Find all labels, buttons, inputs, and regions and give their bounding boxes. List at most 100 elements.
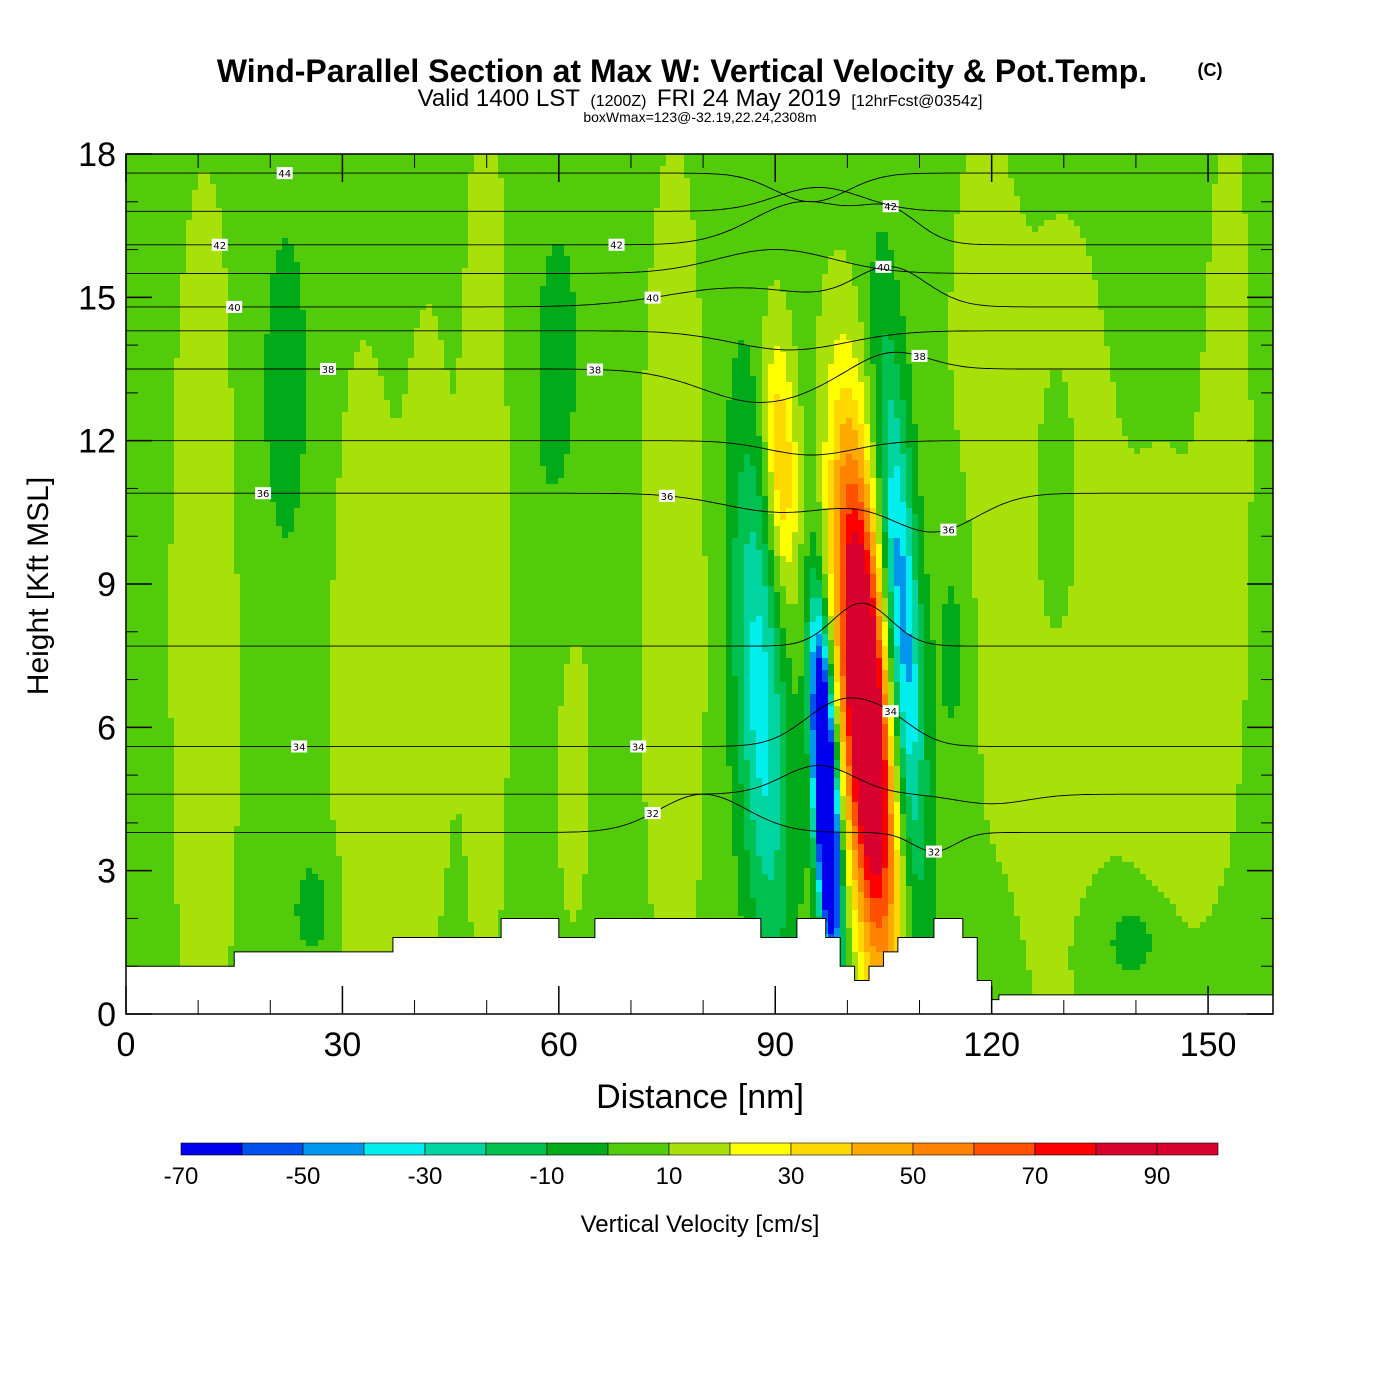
velocity-cell — [966, 202, 972, 208]
velocity-cell — [498, 160, 504, 166]
velocity-cell — [240, 244, 246, 250]
velocity-cell — [222, 298, 228, 304]
velocity-cell — [1098, 154, 1104, 160]
velocity-cell — [906, 184, 912, 190]
velocity-cell — [456, 262, 462, 268]
velocity-cell — [426, 238, 432, 244]
velocity-cell — [798, 184, 804, 190]
velocity-cell — [726, 298, 732, 304]
velocity-cell — [234, 172, 240, 178]
velocity-cell — [216, 298, 222, 304]
velocity-cell — [480, 178, 486, 184]
velocity-cell — [366, 160, 372, 166]
velocity-cell — [1038, 250, 1044, 256]
velocity-cell — [678, 160, 684, 166]
velocity-cell — [318, 172, 324, 178]
velocity-cell — [180, 268, 186, 274]
velocity-cell — [456, 280, 462, 286]
velocity-cell — [984, 166, 990, 172]
velocity-cell — [756, 274, 762, 280]
velocity-cell — [198, 178, 204, 184]
velocity-cell — [930, 238, 936, 244]
velocity-cell — [1002, 268, 1008, 274]
velocity-cell — [324, 160, 330, 166]
velocity-cell — [648, 154, 654, 160]
velocity-cell — [186, 262, 192, 268]
velocity-cell — [1026, 268, 1032, 274]
velocity-cell — [696, 220, 702, 226]
velocity-cell — [690, 154, 696, 160]
velocity-cell — [1002, 214, 1008, 220]
velocity-cell — [690, 268, 696, 274]
velocity-cell — [1248, 226, 1254, 232]
velocity-cell — [402, 274, 408, 280]
velocity-cell — [822, 190, 828, 196]
velocity-cell — [132, 256, 138, 262]
velocity-cell — [1044, 196, 1050, 202]
velocity-cell — [1110, 178, 1116, 184]
velocity-cell — [1098, 220, 1104, 226]
velocity-cell — [1224, 190, 1230, 196]
velocity-cell — [282, 280, 288, 286]
velocity-cell — [792, 190, 798, 196]
velocity-cell — [330, 184, 336, 190]
velocity-cell — [492, 238, 498, 244]
velocity-cell — [498, 238, 504, 244]
velocity-cell — [1206, 178, 1212, 184]
velocity-cell — [498, 178, 504, 184]
velocity-cell — [384, 292, 390, 298]
velocity-cell — [1164, 202, 1170, 208]
velocity-cell — [300, 238, 306, 244]
velocity-cell — [510, 292, 516, 298]
velocity-cell — [252, 262, 258, 268]
velocity-cell — [1152, 214, 1158, 220]
velocity-cell — [252, 292, 258, 298]
velocity-cell — [312, 238, 318, 244]
velocity-cell — [930, 232, 936, 238]
velocity-cell — [972, 256, 978, 262]
velocity-cell — [984, 154, 990, 160]
velocity-cell — [366, 298, 372, 304]
velocity-cell — [1122, 256, 1128, 262]
velocity-cell — [1020, 298, 1026, 304]
velocity-cell — [552, 298, 558, 304]
velocity-cell — [318, 274, 324, 280]
velocity-cell — [252, 238, 258, 244]
velocity-cell — [432, 232, 438, 238]
velocity-cell — [576, 280, 582, 286]
velocity-cell — [210, 232, 216, 238]
velocity-cell — [804, 232, 810, 238]
velocity-cell — [1110, 226, 1116, 232]
velocity-cell — [180, 196, 186, 202]
velocity-cell — [780, 274, 786, 280]
velocity-cell — [462, 184, 468, 190]
velocity-cell — [822, 256, 828, 262]
velocity-cell — [276, 184, 282, 190]
velocity-cell — [1230, 286, 1236, 292]
velocity-cell — [894, 244, 900, 250]
velocity-cell — [918, 286, 924, 292]
velocity-cell — [510, 178, 516, 184]
velocity-cell — [924, 250, 930, 256]
velocity-cell — [678, 256, 684, 262]
velocity-cell — [156, 292, 162, 298]
velocity-cell — [1098, 250, 1104, 256]
velocity-cell — [1248, 238, 1254, 244]
velocity-cell — [564, 286, 570, 292]
velocity-cell — [582, 202, 588, 208]
velocity-cell — [822, 244, 828, 250]
velocity-cell — [570, 190, 576, 196]
velocity-cell — [804, 220, 810, 226]
velocity-cell — [1038, 184, 1044, 190]
velocity-cell — [330, 220, 336, 226]
velocity-cell — [756, 196, 762, 202]
velocity-cell — [534, 268, 540, 274]
velocity-cell — [942, 184, 948, 190]
velocity-cell — [858, 184, 864, 190]
velocity-cell — [180, 160, 186, 166]
velocity-cell — [918, 244, 924, 250]
velocity-cell — [696, 202, 702, 208]
velocity-cell — [834, 184, 840, 190]
velocity-cell — [660, 244, 666, 250]
velocity-cell — [1260, 184, 1266, 190]
